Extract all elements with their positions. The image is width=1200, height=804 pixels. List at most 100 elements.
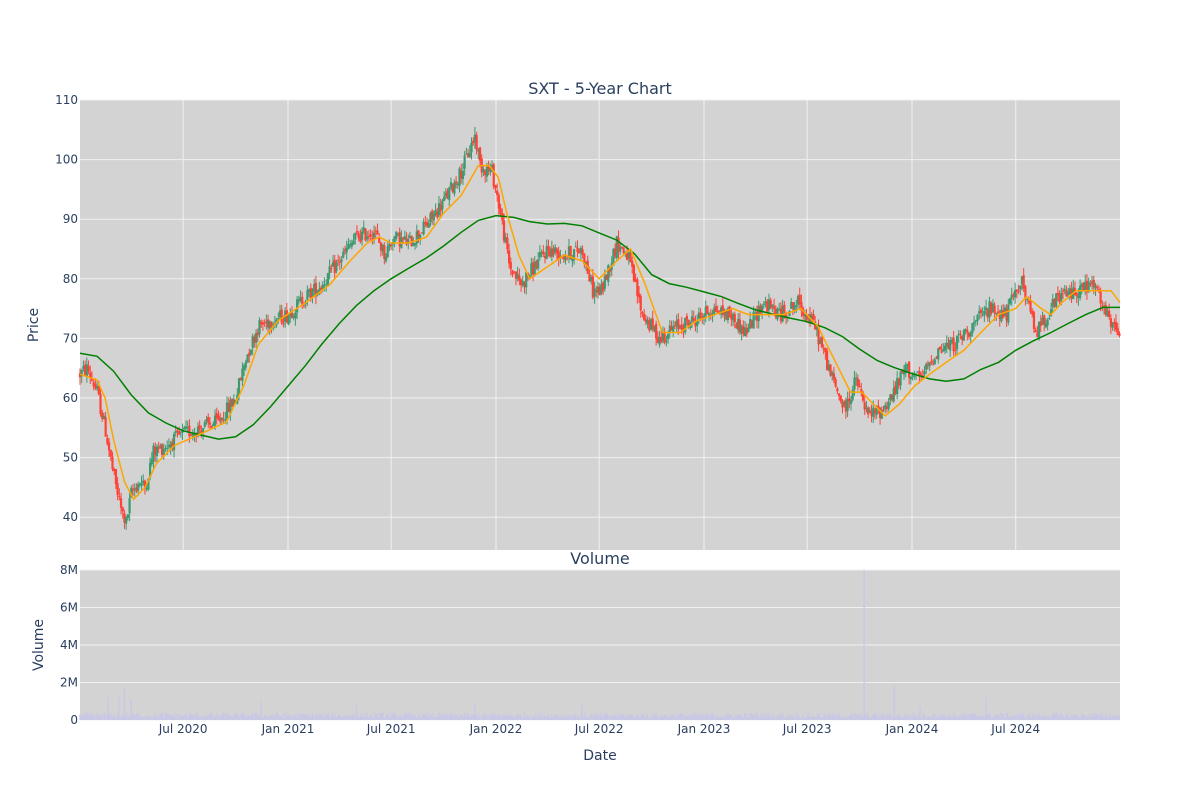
volume-bar xyxy=(553,714,555,720)
volume-bar xyxy=(397,716,399,720)
candle-body xyxy=(677,319,680,330)
volume-bar xyxy=(445,712,447,720)
volume-bar xyxy=(425,712,428,720)
volume-bar xyxy=(449,712,452,720)
volume-bar xyxy=(596,714,599,720)
volume-bar xyxy=(209,715,211,720)
volume-bar xyxy=(953,712,955,720)
price-candlesticks xyxy=(78,126,1121,530)
candle-body xyxy=(988,301,991,318)
volume-bar xyxy=(685,715,687,720)
volume-bar xyxy=(550,717,552,720)
candle-body xyxy=(1008,298,1012,304)
candle-body xyxy=(766,301,769,312)
candle-body xyxy=(367,235,371,237)
candle-body xyxy=(663,333,666,343)
volume-bar xyxy=(603,712,605,720)
candle-body xyxy=(562,254,565,259)
candle-body xyxy=(788,310,791,317)
volume-bar xyxy=(144,717,146,720)
volume-bar xyxy=(164,713,167,720)
candle-body xyxy=(897,379,900,386)
volume-bar xyxy=(112,715,114,720)
candle-body xyxy=(543,255,547,258)
volume-bar xyxy=(200,716,202,720)
candle-body xyxy=(889,394,892,401)
volume-bar xyxy=(154,712,156,720)
volume-bar xyxy=(878,713,880,720)
candle-body xyxy=(239,377,242,380)
candle-body xyxy=(360,231,364,240)
candle-body xyxy=(1044,323,1048,328)
volume-bar xyxy=(109,712,111,720)
volume-bar xyxy=(790,715,792,720)
volume-bar xyxy=(801,713,804,720)
volume-bar xyxy=(576,717,578,720)
candle-body xyxy=(164,448,167,450)
volume-bar xyxy=(914,716,917,720)
candle-body xyxy=(978,311,981,314)
volume-bar xyxy=(346,717,348,720)
candle-body xyxy=(661,333,665,341)
volume-bar xyxy=(686,715,689,720)
volume-bar xyxy=(719,716,722,720)
volume-bar xyxy=(1012,715,1015,720)
volume-bar xyxy=(99,714,102,720)
volume-bar xyxy=(980,716,983,720)
volume-bar xyxy=(776,715,779,720)
volume-bar xyxy=(478,713,480,720)
candle-body xyxy=(904,364,907,374)
volume-spike-bar xyxy=(355,705,358,720)
volume-bar xyxy=(1008,717,1010,720)
volume-bar xyxy=(757,716,759,720)
candle-body xyxy=(892,388,895,402)
volume-bar xyxy=(560,716,562,720)
volume-bar xyxy=(634,717,636,720)
volume-bar xyxy=(594,713,596,720)
candle-body xyxy=(549,249,552,257)
volume-bar xyxy=(828,715,830,720)
volume-bar xyxy=(552,718,554,720)
candle-body xyxy=(701,317,704,319)
candle-body xyxy=(926,363,930,365)
volume-bar xyxy=(918,715,920,720)
volume-spike-bar xyxy=(107,697,109,720)
candle-body xyxy=(484,170,487,176)
candle-body xyxy=(354,233,357,240)
candle-body xyxy=(795,305,798,307)
volume-bar xyxy=(697,712,699,720)
candle-body xyxy=(979,310,983,314)
candle-body xyxy=(232,399,235,407)
volume-bar xyxy=(852,712,854,720)
volume-bar xyxy=(951,717,953,720)
candle-body xyxy=(325,284,328,286)
date-tick-label: Jan 2024 xyxy=(885,722,939,736)
volume-spike-bar xyxy=(474,703,476,720)
volume-bar xyxy=(944,715,946,720)
candle-body xyxy=(174,431,177,433)
volume-bar xyxy=(1002,714,1004,720)
volume-bar xyxy=(281,716,283,720)
volume-bar xyxy=(104,713,106,720)
volume-bar xyxy=(1040,716,1042,720)
volume-bar xyxy=(748,717,750,720)
volume-bar xyxy=(890,716,893,720)
volume-bar xyxy=(487,716,489,720)
volume-bar xyxy=(233,713,235,720)
candle-body xyxy=(870,411,873,416)
volume-bar xyxy=(390,714,392,720)
volume-bar xyxy=(313,717,315,720)
volume-bar xyxy=(920,717,922,720)
candle-body xyxy=(612,249,615,266)
candle-body xyxy=(1075,292,1078,297)
candle-body xyxy=(714,306,718,312)
volume-bar xyxy=(1034,716,1036,720)
volume-bar xyxy=(135,713,137,720)
volume-bar xyxy=(86,712,88,720)
volume-bar xyxy=(284,712,286,720)
volume-bar xyxy=(836,717,838,720)
volume-bar xyxy=(588,715,591,720)
volume-bar xyxy=(625,714,627,720)
volume-bar xyxy=(85,713,87,720)
volume-bar xyxy=(1090,716,1092,720)
